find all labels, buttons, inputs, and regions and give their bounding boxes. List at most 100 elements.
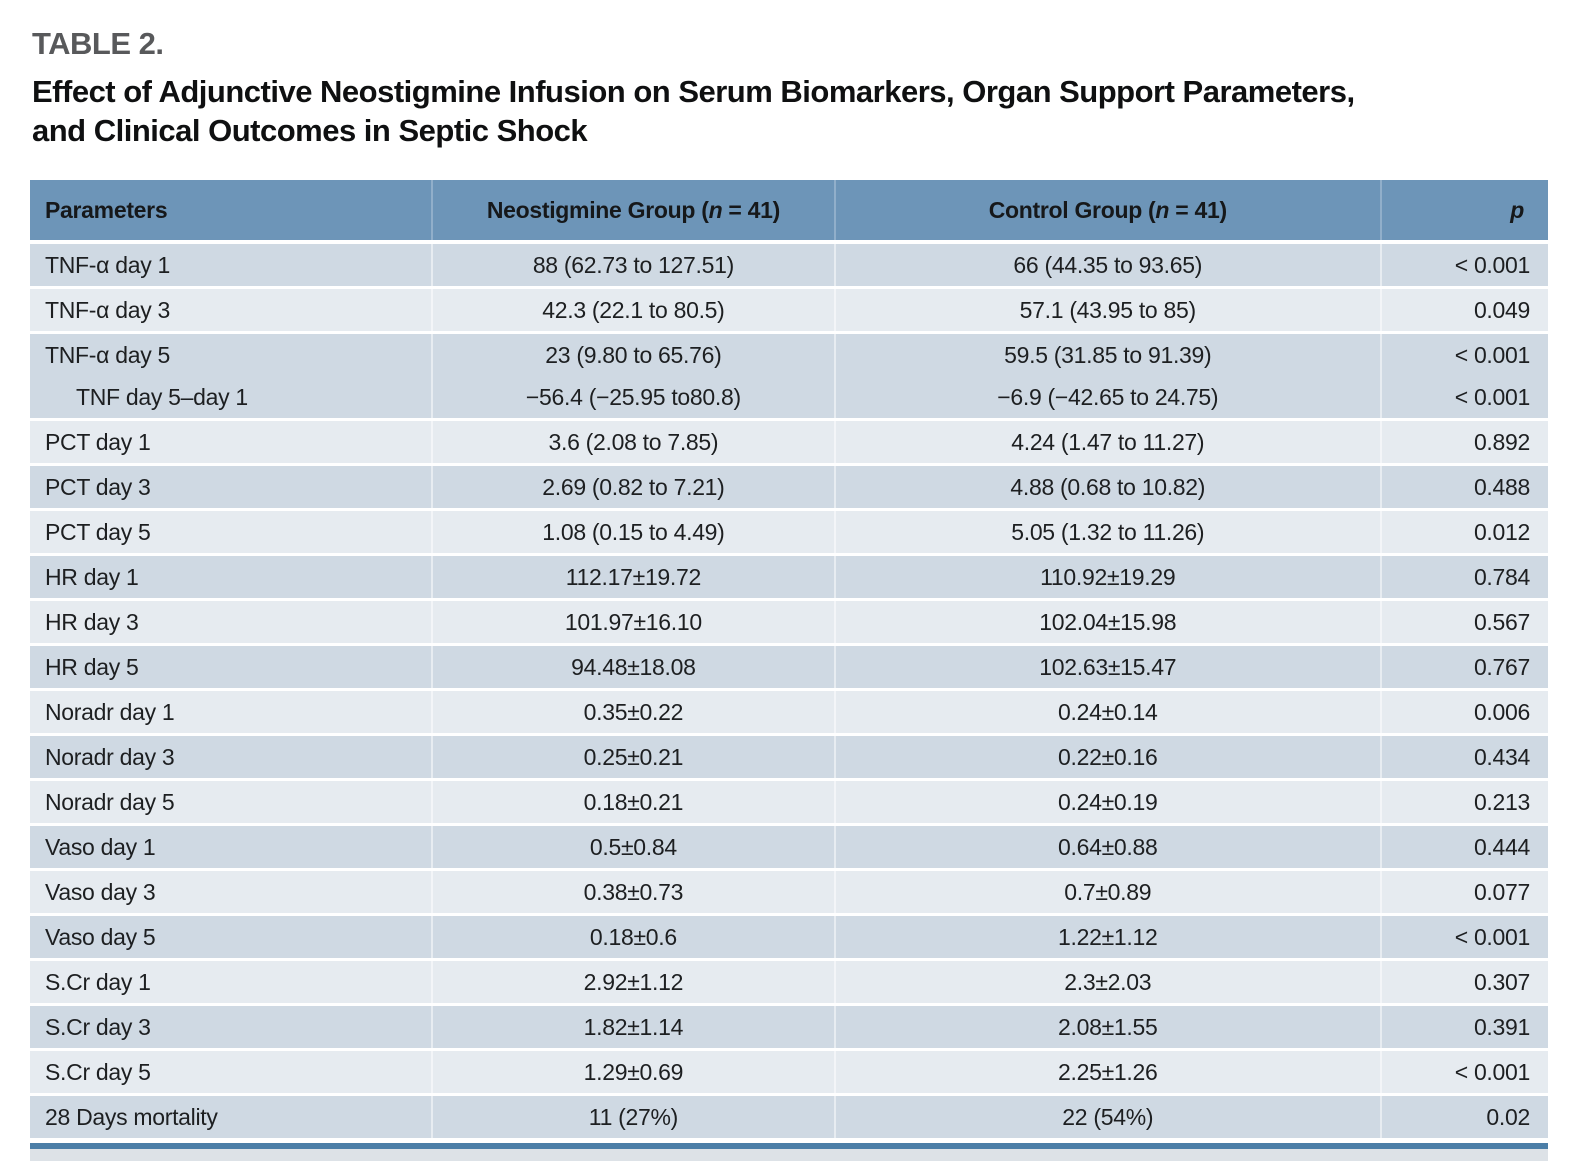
- cell-parameter: TNF-α day 3: [45, 296, 171, 323]
- table-row: TNF-α day 5 23 (9.80 to 65.76) 59.5 (31.…: [30, 332, 1548, 377]
- cell-control-value: 22 (54%): [833, 1094, 1381, 1140]
- cell-parameter: Vaso day 1: [45, 833, 156, 860]
- cell-p-value: < 0.001: [1380, 242, 1548, 288]
- cell-parameter: TNF-α day 1: [45, 251, 171, 278]
- cell-neostigmine-value: 101.97±16.10: [431, 599, 835, 645]
- cell-parameter: Vaso day 5: [45, 923, 156, 950]
- cell-parameter: Noradr day 5: [45, 788, 175, 815]
- cell-p-value: 0.488: [1380, 464, 1548, 510]
- cell-parameter: TNF-α day 5: [45, 341, 171, 368]
- table-row: TNF day 5–day 1 −56.4 (−25.95 to80.8) −6…: [30, 376, 1548, 420]
- cell-neostigmine-value: 2.69 (0.82 to 7.21): [431, 464, 835, 510]
- cell-neostigmine-value: 42.3 (22.1 to 80.5): [431, 287, 835, 333]
- cell-control-value: 0.24±0.14: [833, 689, 1381, 735]
- header-row: Parameters Neostigmine Group (n = 41) Co…: [30, 180, 1548, 243]
- cell-neostigmine-value: 0.5±0.84: [431, 824, 835, 870]
- col-header-neostigmine-group: Neostigmine Group (n = 41): [431, 180, 835, 243]
- cell-neostigmine-value: 1.08 (0.15 to 4.49): [431, 509, 835, 555]
- cell-control-value: 110.92±19.29: [833, 554, 1381, 600]
- results-table: Parameters Neostigmine Group (n = 41) Co…: [30, 180, 1548, 1141]
- cell-neostigmine-value: 94.48±18.08: [431, 644, 835, 690]
- table-row: TNF-α day 1 88 (62.73 to 127.51) 66 (44.…: [30, 242, 1548, 288]
- col-header-control-count: = 41): [1169, 196, 1227, 223]
- cell-p-value: 0.434: [1380, 734, 1548, 780]
- cell-control-value: 57.1 (43.95 to 85): [833, 287, 1381, 333]
- table-row: Vaso day 5 0.18±0.6 1.22±1.12 < 0.001: [30, 914, 1548, 960]
- cell-parameter: PCT day 3: [45, 473, 151, 500]
- table-row: PCT day 5 1.08 (0.15 to 4.49) 5.05 (1.32…: [30, 509, 1548, 555]
- cell-neostigmine-value: 23 (9.80 to 65.76): [431, 332, 835, 377]
- col-header-control-n: n: [1155, 196, 1170, 223]
- cell-neostigmine-value: 0.35±0.22: [431, 689, 835, 735]
- cell-control-value: 2.08±1.55: [833, 1004, 1381, 1050]
- table-row: PCT day 1 3.6 (2.08 to 7.85) 4.24 (1.47 …: [30, 419, 1548, 465]
- cell-p-value: 0.077: [1380, 869, 1548, 915]
- cell-parameter: HR day 5: [45, 653, 139, 680]
- table-bottom-strip: [30, 1149, 1548, 1162]
- cell-p-value: 0.567: [1380, 599, 1548, 645]
- cell-parameter: 28 Days mortality: [45, 1103, 218, 1130]
- table-row: S.Cr day 5 1.29±0.69 2.25±1.26 < 0.001: [30, 1049, 1548, 1095]
- cell-p-value: < 0.001: [1380, 332, 1548, 377]
- cell-parameter: PCT day 5: [45, 518, 151, 545]
- table-row: TNF-α day 3 42.3 (22.1 to 80.5) 57.1 (43…: [30, 287, 1548, 333]
- cell-parameter: Noradr day 1: [45, 698, 175, 725]
- table-number-label: TABLE 2.: [32, 26, 164, 61]
- cell-control-value: 0.24±0.19: [833, 779, 1381, 825]
- cell-control-value: −6.9 (−42.65 to 24.75): [833, 376, 1381, 420]
- col-header-neostigmine-n: n: [708, 196, 723, 223]
- cell-p-value: 0.006: [1380, 689, 1548, 735]
- table-row: S.Cr day 3 1.82±1.14 2.08±1.55 0.391: [30, 1004, 1548, 1050]
- table-title: Effect of Adjunctive Neostigmine Infusio…: [32, 74, 1355, 149]
- cell-control-value: 1.22±1.12: [833, 914, 1381, 960]
- cell-neostigmine-value: 11 (27%): [431, 1094, 835, 1140]
- cell-p-value: 0.784: [1380, 554, 1548, 600]
- cell-control-value: 4.24 (1.47 to 11.27): [833, 419, 1381, 465]
- cell-control-value: 2.25±1.26: [833, 1049, 1381, 1095]
- cell-parameter: Vaso day 3: [45, 878, 156, 905]
- table-row: Vaso day 1 0.5±0.84 0.64±0.88 0.444: [30, 824, 1548, 870]
- table-row: Noradr day 1 0.35±0.22 0.24±0.14 0.006: [30, 689, 1548, 735]
- cell-parameter: HR day 1: [45, 563, 139, 590]
- cell-p-value: 0.767: [1380, 644, 1548, 690]
- col-header-p-value: p: [1380, 180, 1548, 243]
- cell-neostigmine-value: 0.18±0.21: [431, 779, 835, 825]
- cell-p-value: < 0.001: [1380, 1049, 1548, 1095]
- cell-neostigmine-value: 2.92±1.12: [431, 959, 835, 1005]
- cell-neostigmine-value: 0.18±0.6: [431, 914, 835, 960]
- cell-control-value: 4.88 (0.68 to 10.82): [833, 464, 1381, 510]
- cell-neostigmine-value: 0.25±0.21: [431, 734, 835, 780]
- cell-control-value: 102.04±15.98: [833, 599, 1381, 645]
- cell-control-value: 0.7±0.89: [833, 869, 1381, 915]
- col-header-p-label: p: [1510, 196, 1524, 223]
- cell-p-value: < 0.001: [1380, 914, 1548, 960]
- cell-p-value: 0.049: [1380, 287, 1548, 333]
- cell-p-value: 0.307: [1380, 959, 1548, 1005]
- cell-neostigmine-value: 88 (62.73 to 127.51): [431, 242, 835, 288]
- table-row: Noradr day 3 0.25±0.21 0.22±0.16 0.434: [30, 734, 1548, 780]
- cell-control-value: 66 (44.35 to 93.65): [833, 242, 1381, 288]
- table-row: PCT day 3 2.69 (0.82 to 7.21) 4.88 (0.68…: [30, 464, 1548, 510]
- table-row: S.Cr day 1 2.92±1.12 2.3±2.03 0.307: [30, 959, 1548, 1005]
- cell-p-value: 0.892: [1380, 419, 1548, 465]
- table-row: 28 Days mortality 11 (27%) 22 (54%) 0.02: [30, 1094, 1548, 1140]
- table-header: Parameters Neostigmine Group (n = 41) Co…: [30, 180, 1548, 243]
- cell-parameter: Noradr day 3: [45, 743, 175, 770]
- table-row: HR day 3 101.97±16.10 102.04±15.98 0.567: [30, 599, 1548, 645]
- cell-p-value: 0.02: [1380, 1094, 1548, 1140]
- table-row: Vaso day 3 0.38±0.73 0.7±0.89 0.077: [30, 869, 1548, 915]
- cell-parameter: S.Cr day 3: [45, 1013, 151, 1040]
- cell-parameter: S.Cr day 1: [45, 968, 151, 995]
- cell-p-value: 0.391: [1380, 1004, 1548, 1050]
- cell-control-value: 0.22±0.16: [833, 734, 1381, 780]
- cell-parameter: HR day 3: [45, 608, 139, 635]
- cell-control-value: 102.63±15.47: [833, 644, 1381, 690]
- cell-control-value: 2.3±2.03: [833, 959, 1381, 1005]
- col-header-control-text: Control Group (: [988, 196, 1156, 223]
- cell-parameter: PCT day 1: [45, 428, 151, 455]
- cell-neostigmine-value: 3.6 (2.08 to 7.85): [431, 419, 835, 465]
- col-header-parameters-label: Parameters: [45, 196, 168, 223]
- table-row: Noradr day 5 0.18±0.21 0.24±0.19 0.213: [30, 779, 1548, 825]
- col-header-neostigmine-count: = 41): [722, 196, 780, 223]
